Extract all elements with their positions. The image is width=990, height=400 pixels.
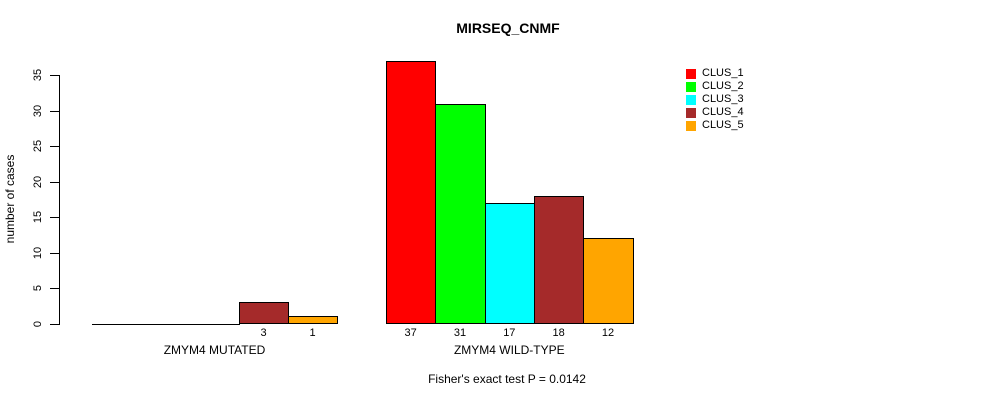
legend-swatch [686,68,696,79]
y-tick-mark [50,181,60,183]
x-group-label: ZMYM4 MUTATED [163,343,266,357]
legend-label: CLUS_3 [702,93,744,105]
x-group-label: ZMYM4 WILD-TYPE [453,343,565,357]
bar [239,302,289,325]
zero-height-bar [92,323,142,325]
bar [484,203,535,325]
y-tick-mark [50,110,60,112]
y-tick-mark [50,75,60,77]
bar [583,238,634,325]
bar-value-label: 3 [260,327,267,339]
zero-height-bar [141,323,191,325]
legend-label: CLUS_4 [702,106,744,118]
bar [435,103,486,325]
bar [288,316,338,325]
bar-value-label: 1 [309,327,316,339]
y-tick-label: 0 [32,320,44,327]
legend-label: CLUS_2 [702,80,744,92]
bar [533,195,585,325]
y-tick-mark [50,252,60,254]
chart-title: MIRSEQ_CNMF [456,20,560,36]
bar [386,61,437,325]
bar-value-label: 18 [552,327,565,339]
y-tick-label: 30 [32,104,44,118]
annotation-text: Fisher's exact test P = 0.0142 [428,372,586,386]
bar-value-label: 17 [503,327,516,339]
y-tick-label: 10 [32,246,44,259]
y-tick-label: 5 [32,285,44,292]
legend-label: CLUS_1 [702,67,744,79]
zero-height-bar [190,323,240,325]
legend-item: CLUS_4 [686,106,744,119]
y-tick-label: 20 [32,175,44,188]
y-axis-line [59,75,60,324]
y-tick-mark [50,288,60,290]
y-tick-mark [50,217,60,219]
y-tick-label: 15 [32,211,44,224]
legend-item: CLUS_2 [686,80,744,93]
y-tick-mark [50,146,60,148]
legend-item: CLUS_5 [686,119,744,132]
legend-label: CLUS_5 [702,119,744,131]
bar-value-label: 12 [601,327,615,339]
legend-swatch [686,94,696,105]
y-tick-label: 25 [32,140,44,153]
y-tick-label: 35 [32,69,44,82]
bar-value-label: 31 [453,327,467,339]
y-tick-mark [50,323,60,325]
bar-value-label: 37 [404,327,417,339]
legend-swatch [686,81,696,92]
y-axis-title: number of cases [3,154,17,244]
legend-swatch [686,120,696,131]
legend-swatch [686,107,696,118]
legend-item: CLUS_3 [686,93,744,106]
legend-item: CLUS_1 [686,67,744,80]
